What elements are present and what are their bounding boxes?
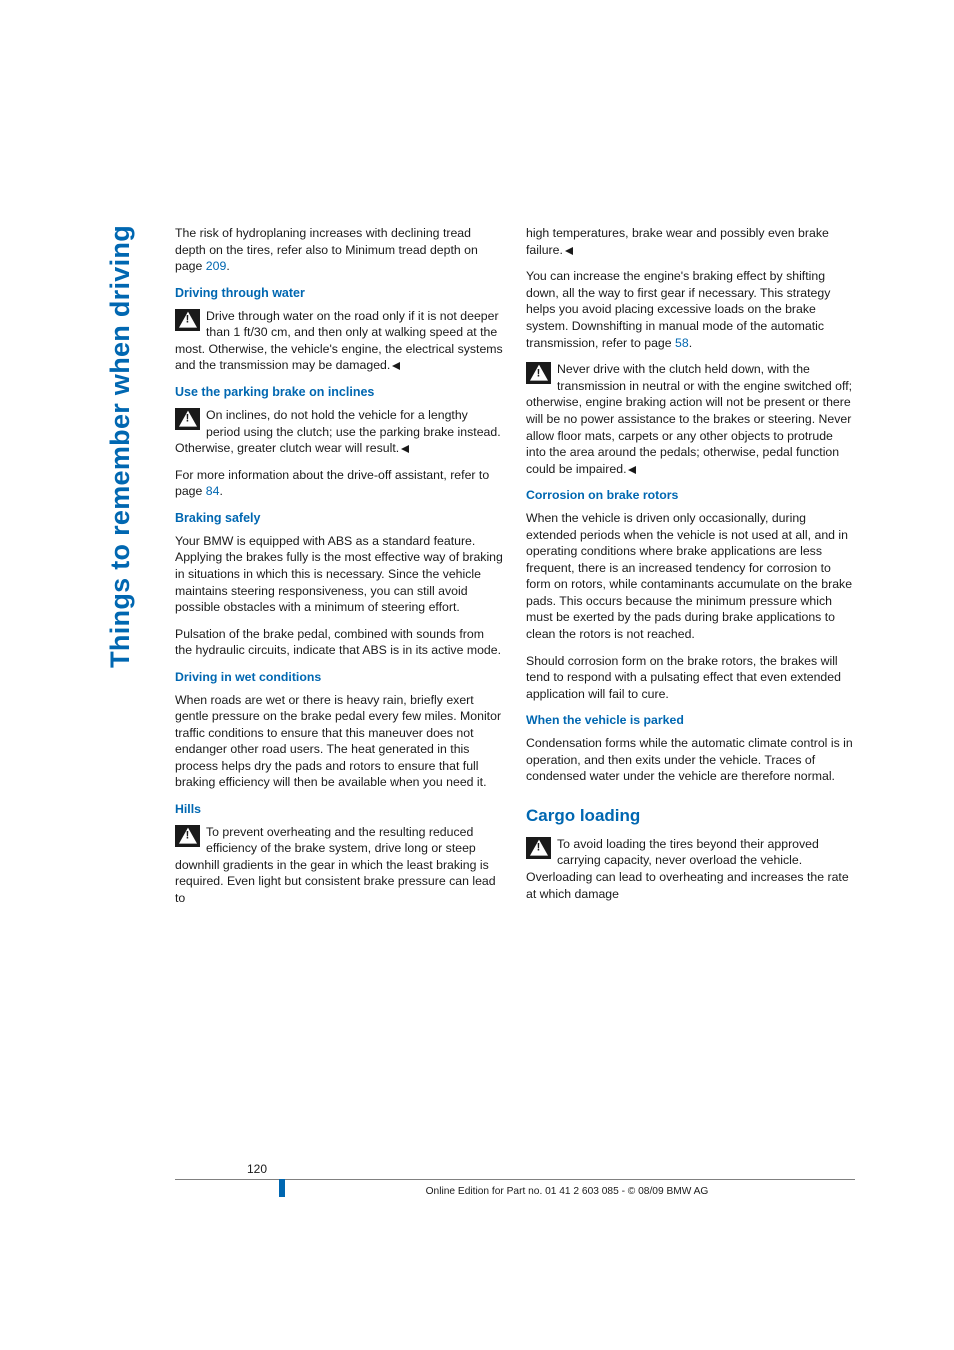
heading-corrosion: Corrosion on brake rotors [526,487,855,504]
page-ref-84[interactable]: 84 [206,484,220,498]
warning-icon [526,837,551,859]
para-clutch: Never drive with the clutch held down, w… [526,361,855,477]
warning-icon [175,408,200,430]
page-content: The risk of hydroplaning increases with … [175,225,855,917]
para-brake-1: Your BMW is equipped with ABS as a stand… [175,533,504,616]
heading-parking-brake: Use the parking brake on inclines [175,384,504,401]
para-shift: You can increase the engine's braking ef… [526,268,855,351]
heading-braking-safely: Braking safely [175,510,504,527]
text: Drive through water on the road only if … [175,309,503,373]
warning-icon [175,309,200,331]
heading-hills: Hills [175,801,504,818]
text: On inclines, do not hold the vehicle for… [175,408,501,455]
end-mark-icon [628,466,636,474]
para-parked: Condensation forms while the automatic c… [526,735,855,785]
footer-tab-marker [279,1179,285,1197]
column-right: high temperatures, brake wear and possib… [526,225,855,917]
end-mark-icon [401,445,409,453]
heading-wet-conditions: Driving in wet conditions [175,669,504,686]
page-number: 120 [247,1162,855,1176]
page-ref-58[interactable]: 58 [675,336,689,350]
para-water: Drive through water on the road only if … [175,308,504,374]
text: . [226,259,229,273]
footer-rule [175,1179,855,1180]
side-tab-title: Things to remember when driving [105,225,136,668]
para-hydro: The risk of hydroplaning increases with … [175,225,504,275]
page-footer: 120 Online Edition for Part no. 01 41 2 … [175,1162,855,1197]
para-corr-1: When the vehicle is driven only occasion… [526,510,855,643]
para-continuation: high temperatures, brake wear and possib… [526,225,855,258]
end-mark-icon [392,362,400,370]
text: To prevent overheating and the resulting… [175,825,496,905]
text: To avoid loading the tires beyond their … [526,837,849,901]
para-corr-2: Should corrosion form on the brake rotor… [526,653,855,703]
para-brake-2: Pulsation of the brake pedal, combined w… [175,626,504,659]
para-wet: When roads are wet or there is heavy rai… [175,692,504,792]
warning-icon [175,825,200,847]
para-driveoff-info: For more information about the drive-off… [175,467,504,500]
heading-cargo-loading: Cargo loading [526,805,855,828]
end-mark-icon [565,247,573,255]
warning-icon [526,362,551,384]
heading-parked: When the vehicle is parked [526,712,855,729]
para-hills: To prevent overheating and the resulting… [175,824,504,907]
column-left: The risk of hydroplaning increases with … [175,225,504,917]
para-cargo: To avoid loading the tires beyond their … [526,836,855,902]
text: . [219,484,222,498]
page-ref-209[interactable]: 209 [206,259,227,273]
heading-driving-water: Driving through water [175,285,504,302]
text: . [689,336,692,350]
para-park: On inclines, do not hold the vehicle for… [175,407,504,457]
footer-copyright: Online Edition for Part no. 01 41 2 603 … [175,1186,855,1197]
text: Never drive with the clutch held down, w… [526,362,852,476]
